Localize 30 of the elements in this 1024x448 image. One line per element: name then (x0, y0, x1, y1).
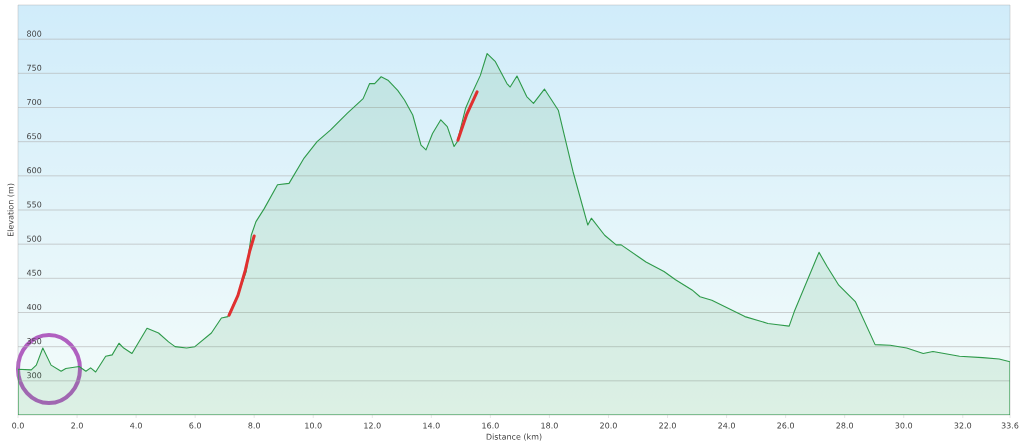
x-tick-label: 30.0 (895, 422, 913, 429)
x-tick-label: 12.0 (364, 422, 381, 429)
y-tick-label: 550 (27, 201, 42, 208)
y-tick-label: 650 (27, 133, 42, 140)
x-tick-label: 28.0 (836, 422, 854, 429)
x-tick-label: 0.0 (12, 422, 24, 429)
x-tick-label: 32.0 (954, 422, 972, 429)
x-tick-label: 16.0 (482, 422, 499, 429)
y-tick-label: 700 (27, 98, 42, 105)
x-tick-label: 22.0 (659, 422, 676, 429)
x-tick-label: 20.0 (600, 422, 617, 429)
x-tick-label: 14.0 (423, 422, 440, 429)
x-tick-label: 10.0 (305, 422, 322, 429)
y-tick-label: 750 (27, 64, 42, 71)
x-tick-label: 6.0 (189, 422, 201, 429)
y-tick-label: 450 (26, 269, 42, 276)
y-axis-title: Elevation (m) (7, 183, 15, 237)
y-tick-label: 500 (27, 235, 42, 242)
x-tick-label: 4.0 (130, 422, 142, 429)
x-tick-label: 8.0 (248, 422, 261, 429)
y-tick-label: 600 (27, 167, 42, 174)
x-tick-label: 24.0 (718, 422, 735, 429)
x-tick-label: 2.0 (71, 422, 83, 429)
x-tick-label: 33.6 (1001, 422, 1019, 429)
y-tick-label: 300 (27, 372, 42, 379)
y-tick-label: 400 (26, 303, 42, 310)
x-tick-label: 18.0 (541, 422, 558, 429)
x-axis-title: Distance (km) (486, 433, 542, 441)
x-tick-label: 26.0 (777, 422, 795, 429)
y-tick-label: 800 (27, 30, 42, 37)
